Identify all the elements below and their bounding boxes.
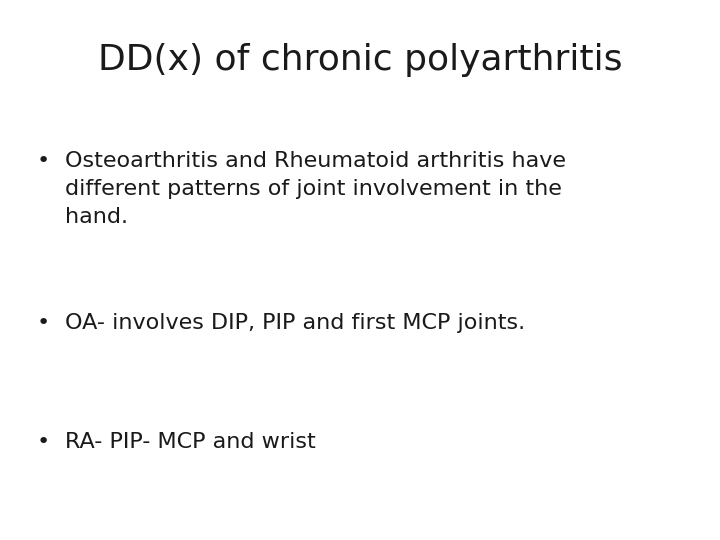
Text: •: • bbox=[37, 432, 50, 452]
Text: Osteoarthritis and Rheumatoid arthritis have
different patterns of joint involve: Osteoarthritis and Rheumatoid arthritis … bbox=[65, 151, 566, 227]
Text: RA- PIP- MCP and wrist: RA- PIP- MCP and wrist bbox=[65, 432, 315, 452]
Text: •: • bbox=[37, 313, 50, 333]
Text: DD(x) of chronic polyarthritis: DD(x) of chronic polyarthritis bbox=[98, 43, 622, 77]
Text: OA- involves DIP, PIP and first MCP joints.: OA- involves DIP, PIP and first MCP join… bbox=[65, 313, 525, 333]
Text: •: • bbox=[37, 151, 50, 171]
